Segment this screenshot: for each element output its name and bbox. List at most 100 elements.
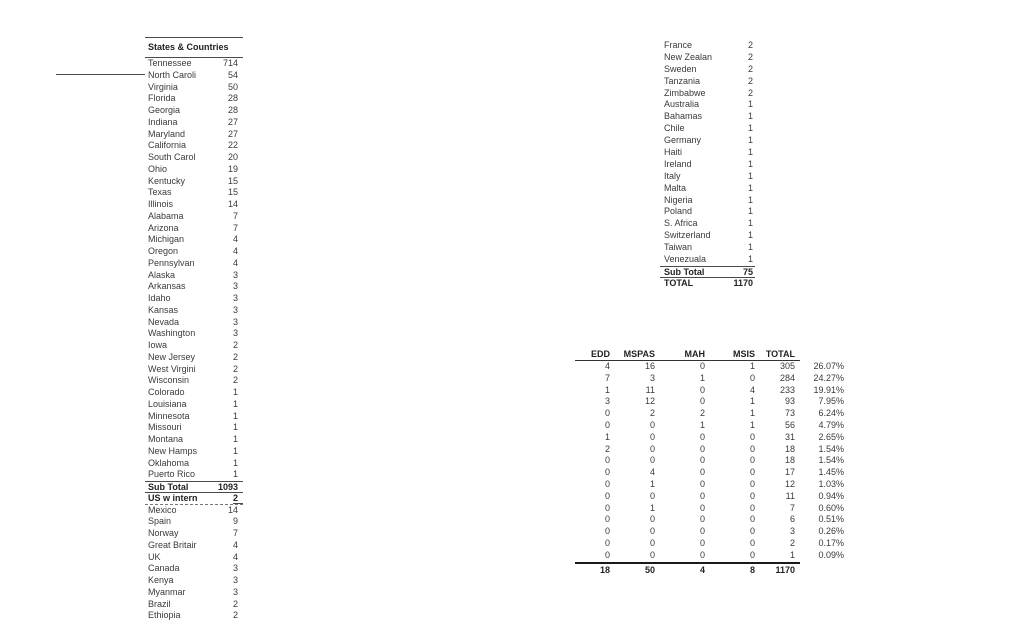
cell-value: 233 — [779, 384, 795, 395]
cell-value: 0 — [749, 467, 755, 478]
cell-value: 0 — [699, 549, 705, 560]
row-value: 50 — [227, 81, 238, 92]
table-row: Missouri 1 — [145, 422, 243, 434]
cell-value: 0 — [699, 514, 705, 525]
percent-value: 0.94% — [818, 490, 844, 501]
row-value: 14 — [227, 199, 238, 209]
summary-row: 1 11 0 4 233 19.91% — [575, 385, 845, 397]
row-label: Kenya — [148, 575, 174, 585]
summary-row: 3 12 0 1 93 7.95% — [575, 396, 845, 408]
row-value: 7 — [232, 210, 238, 221]
cell-value: 0 — [749, 537, 755, 548]
summary-row: 0 0 0 0 2 0.17% — [575, 538, 845, 550]
cell-value: 305 — [779, 361, 795, 371]
cell-value: 1 — [789, 549, 795, 560]
summary-row-cols: 0 0 0 0 11 — [575, 491, 800, 503]
table-row: Great Britair 4 — [145, 540, 243, 552]
percent-value: 0.17% — [818, 537, 844, 548]
cell-value: 0 — [649, 549, 655, 560]
summary-totals-cols: 18 50 4 8 1170 — [575, 561, 800, 575]
table-row: North Caroli 54 — [145, 70, 243, 82]
cell-value: 0 — [699, 478, 705, 489]
row-value: 22 — [227, 140, 238, 151]
cell-value: 11 — [785, 490, 795, 501]
summary-row-cols: 1 0 0 0 31 — [575, 432, 800, 444]
col-header-edd: EDD — [590, 349, 610, 359]
row-value: 1 — [747, 218, 753, 229]
cell-value: 0 — [699, 526, 705, 537]
table-row: Washington 3 — [145, 328, 243, 340]
table-row: Tanzania 2 — [660, 76, 755, 88]
col-header-mah: MAH — [684, 349, 706, 359]
row-label: UK — [148, 551, 161, 562]
row-value: 4 — [232, 234, 238, 245]
row-value: 1 — [232, 410, 238, 421]
row-label: Montana — [148, 434, 184, 444]
row-label: Nevada — [148, 316, 180, 327]
cell-value: 11 — [645, 384, 655, 395]
summary-row-cols: 0 0 0 0 6 — [575, 514, 800, 526]
summary-row: 0 0 1 1 56 4.79% — [575, 420, 845, 432]
table-row: Oklahoma 1 — [145, 458, 243, 470]
table-row: Chile 1 — [660, 123, 755, 135]
table-row: Bahamas 1 — [660, 111, 755, 123]
row-value: 3 — [232, 281, 238, 292]
stray-border-line — [56, 74, 145, 75]
table-row: Taiwan 1 — [660, 242, 755, 254]
col-header-mspas: MSPAS — [623, 349, 655, 359]
percent-value: 2.65% — [818, 431, 844, 442]
total-edd: 18 — [599, 564, 610, 575]
row-label: Alaska — [148, 269, 176, 280]
row-value: 54 — [227, 69, 238, 80]
summary-totals-row: 18 50 4 8 1170 — [575, 561, 845, 575]
row-value: 3 — [232, 586, 238, 597]
row-value: 27 — [227, 128, 238, 139]
row-label: Italy — [664, 170, 681, 181]
row-label: Colorado — [148, 387, 185, 397]
cell-value: 1 — [749, 396, 755, 407]
row-label: Minnesota — [148, 410, 190, 421]
cell-value: 0 — [604, 514, 610, 525]
cell-value: 0 — [749, 490, 755, 501]
row-label: Idaho — [148, 293, 171, 303]
summary-row: 0 1 0 0 12 1.03% — [575, 479, 845, 491]
table-row: Germany 1 — [660, 135, 755, 147]
row-value: 3 — [232, 304, 238, 315]
table-row: Kansas 3 — [145, 305, 243, 317]
row-label: Germany — [664, 135, 702, 146]
row-value: 2 — [747, 63, 753, 74]
row-label: Missouri — [148, 422, 182, 433]
row-value: 7 — [232, 528, 238, 538]
cell-value: 93 — [784, 396, 795, 407]
row-value: 2 — [232, 493, 243, 504]
summary-row: 0 0 0 0 18 1.54% — [575, 455, 845, 467]
table-row: Arkansas 3 — [145, 281, 243, 293]
row-value: 4 — [232, 551, 238, 562]
table-row: Switzerland 1 — [660, 230, 755, 242]
table-row: Montana 1 — [145, 434, 243, 446]
states-countries-header: States & Countries — [145, 37, 243, 58]
table-row: S. Africa 1 — [660, 218, 755, 230]
summary-row-cols: 3 12 0 1 93 — [575, 396, 800, 408]
summary-row: 0 4 0 0 17 1.45% — [575, 467, 845, 479]
cell-value: 0 — [749, 478, 755, 489]
cell-value: 7 — [789, 502, 795, 513]
row-label: Alabama — [148, 210, 184, 221]
cell-value: 0 — [749, 372, 755, 383]
total-percent — [800, 562, 844, 575]
cell-value: 0 — [699, 443, 705, 454]
table-row: Maryland 27 — [145, 129, 243, 141]
table-row: New Hamps 1 — [145, 446, 243, 458]
summary-row: 4 16 0 1 305 26.07% — [575, 361, 845, 373]
cell-value: 7 — [604, 372, 610, 383]
cell-value: 17 — [784, 467, 795, 478]
cell-value: 0 — [604, 455, 610, 466]
cell-value: 12 — [644, 396, 655, 407]
table-row: UK 4 — [145, 552, 243, 564]
row-value: 1 — [747, 182, 753, 193]
cell-value: 0 — [749, 431, 755, 442]
table-row: Idaho 3 — [145, 293, 243, 305]
table-row: Minnesota 1 — [145, 411, 243, 423]
summary-row-cols: 0 0 0 0 18 — [575, 455, 800, 467]
cell-value: 1 — [699, 419, 705, 430]
